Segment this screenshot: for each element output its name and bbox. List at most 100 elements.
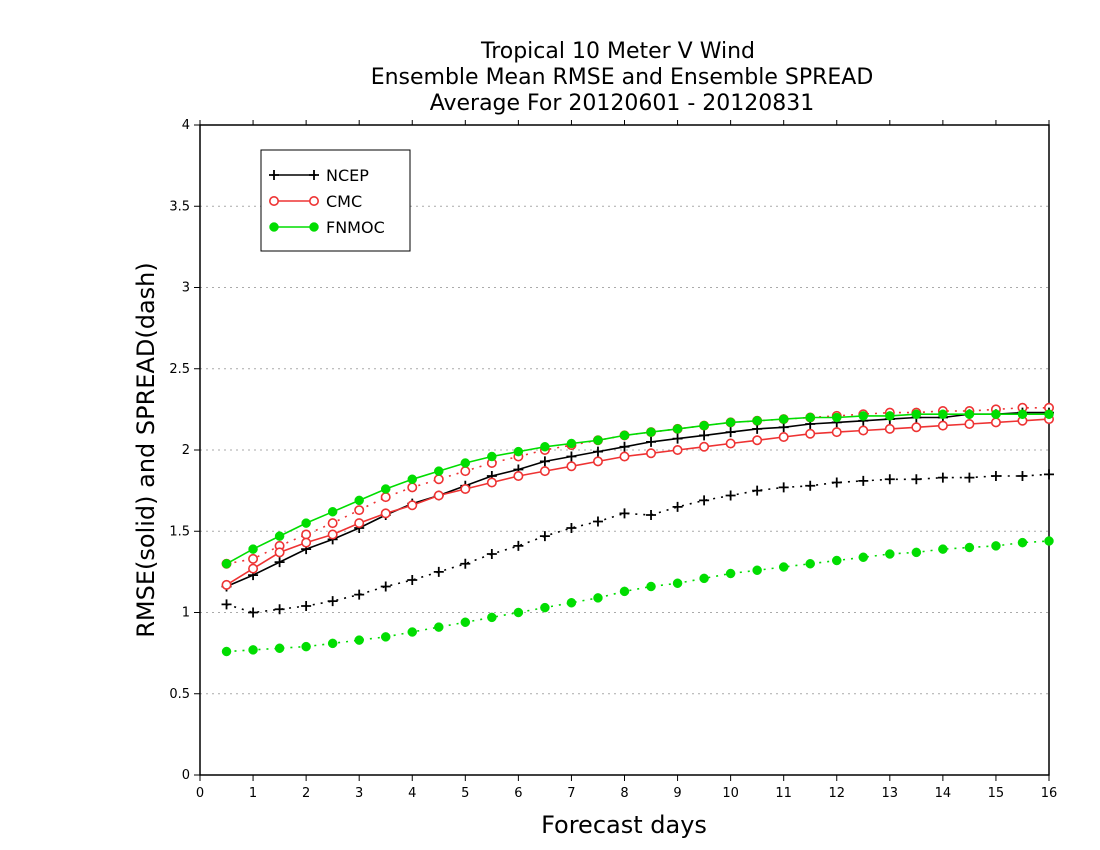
fnmoc-rmse-point [805, 412, 815, 423]
series-ncep-spread [221, 469, 1054, 618]
cmc-rmse-point [301, 537, 312, 548]
fnmoc-spread-point [274, 643, 285, 653]
x-tick-label: 10 [722, 786, 739, 801]
ncep-rmse-point [274, 557, 285, 568]
ncep-spread-point [354, 589, 365, 600]
x-tick-label: 9 [673, 786, 681, 801]
fnmoc-rmse-point [380, 484, 391, 494]
legend: NCEP CMC FNMOC [260, 149, 411, 252]
legend-label: NCEP [326, 166, 369, 185]
fnmoc-spread-point [566, 598, 577, 608]
y-axis-label: RMSE(solid) and SPREAD(dash) [132, 262, 160, 638]
fnmoc-spread-point [619, 586, 630, 597]
cmc-rmse-point [858, 425, 869, 436]
ncep-spread-point [433, 566, 444, 577]
cmc-rmse-point [433, 490, 444, 501]
legend-marker [309, 170, 319, 180]
fnmoc-spread-point [991, 541, 1001, 551]
fnmoc-rmse-point [566, 438, 577, 449]
cmc-rmse-point [672, 444, 683, 455]
ncep-spread-point [990, 471, 1001, 481]
ncep-spread-point [460, 558, 471, 569]
cmc-rmse-point [699, 441, 710, 452]
cmc-rmse-point [619, 451, 630, 462]
y-tick-label: 2.5 [169, 362, 190, 377]
ncep-spread-point [937, 472, 948, 483]
ncep-rmse-line [226, 411, 1049, 588]
legend-marker [269, 222, 279, 232]
ncep-spread-point [301, 601, 312, 611]
cmc-rmse-point [964, 418, 975, 429]
fnmoc-rmse-point [407, 474, 417, 484]
cmc-rmse-point [221, 579, 232, 590]
x-tick-label: 3 [355, 786, 363, 801]
cmc-rmse-point [725, 438, 736, 449]
fnmoc-rmse-point [725, 417, 736, 428]
fnmoc-spread-point [885, 549, 895, 559]
fnmoc-spread-point [593, 593, 603, 603]
cmc-spread-point [301, 529, 312, 540]
ncep-spread-point [858, 475, 869, 486]
cmc-rmse-point [566, 461, 577, 472]
x-axis-label: Forecast days [541, 811, 707, 839]
cmc-rmse-point [592, 456, 603, 467]
legend-label: CMC [326, 192, 362, 211]
ncep-spread-point [486, 549, 497, 559]
series-fnmoc-spread [221, 536, 1054, 657]
fnmoc-spread-point [248, 645, 258, 655]
cmc-rmse-point [513, 470, 524, 481]
ncep-rmse-point [725, 427, 736, 438]
ncep-spread-point [672, 501, 683, 512]
x-tick-label: 7 [567, 786, 575, 801]
legend-marker [269, 170, 279, 180]
fnmoc-spread-point [646, 581, 656, 592]
y-tick-label: 2 [182, 443, 190, 458]
ncep-rmse-point [699, 430, 710, 441]
y-tick-label: 4 [182, 118, 190, 133]
legend-item-cmc: CMC [268, 192, 362, 211]
cmc-spread-point [433, 474, 444, 485]
fnmoc-rmse-point [991, 409, 1001, 419]
ncep-spread-point [248, 607, 259, 618]
cmc-rmse-point [937, 420, 948, 431]
fnmoc-rmse-point [221, 559, 232, 569]
x-tick-label: 4 [408, 786, 416, 801]
fnmoc-spread-point [1044, 536, 1054, 546]
cmc-rmse-point [831, 427, 842, 438]
fnmoc-spread-point [434, 622, 444, 632]
fnmoc-rmse-point [1044, 409, 1054, 419]
fnmoc-spread-point [964, 542, 975, 553]
fnmoc-spread-point [699, 573, 709, 584]
x-tick-label: 1 [249, 786, 257, 801]
fnmoc-rmse-point [354, 495, 364, 506]
fnmoc-spread-point [301, 641, 311, 652]
legend-marker [268, 196, 279, 207]
x-tick-label: 15 [988, 786, 1005, 801]
chart-title: Tropical 10 Meter V Wind Ensemble Mean R… [371, 39, 874, 116]
cmc-rmse-point [778, 431, 789, 442]
legend-label: FNMOC [326, 218, 385, 237]
fnmoc-rmse-point [434, 466, 444, 476]
ncep-spread-point [619, 508, 630, 519]
cmc-rmse-point [407, 500, 418, 511]
cmc-spread-point [354, 505, 365, 516]
fnmoc-spread-point [407, 627, 417, 637]
ncep-spread-point [1017, 471, 1028, 481]
fnmoc-rmse-point [513, 446, 524, 457]
fnmoc-rmse-line [226, 413, 1049, 565]
ncep-rmse-point [592, 446, 603, 457]
fnmoc-rmse-point [619, 430, 630, 441]
x-tick-label: 6 [514, 786, 522, 801]
fnmoc-spread-point [221, 646, 232, 657]
y-tick-label: 1 [182, 606, 190, 621]
fnmoc-rmse-point [778, 414, 789, 424]
fnmoc-spread-point [778, 562, 789, 572]
ncep-spread-point [778, 482, 789, 493]
cmc-rmse-point [884, 423, 895, 434]
series-ncep-rmse [221, 407, 1054, 592]
cmc-rmse-point [990, 417, 1001, 428]
y-tick-label: 0 [182, 768, 190, 783]
ncep-spread-point [407, 575, 418, 585]
fnmoc-spread-point [832, 555, 842, 566]
